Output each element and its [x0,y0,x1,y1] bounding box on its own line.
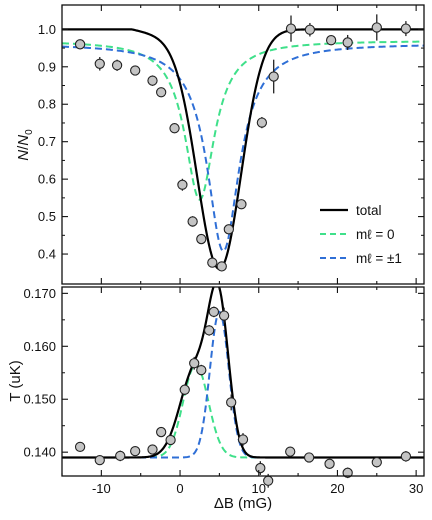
top-point-12 [223,224,234,235]
top-point-6 [169,123,180,134]
bottom-y-tick-label: 0.140 [23,445,56,460]
panel-top: 0.4 0.5 0.6 0.7 0.8 0.9 1.0 N/N0 total mℓ = 0 … [15,4,425,285]
top-y-tick-label: 1.0 [38,22,56,37]
bottom-point-21 [371,456,382,468]
top-point-8 [187,216,198,227]
top-y-tick-label: 0.7 [38,134,56,149]
bottom-point-18 [303,452,315,463]
bottom-point-15 [255,461,266,475]
top-point-15 [268,59,279,94]
top-ticks: 0.4 0.5 0.6 0.7 0.8 0.9 1.0 [38,5,424,284]
top-curve-m1 [62,44,424,253]
bottom-point-11 [208,306,220,318]
x-tick-label: 10 [252,481,266,496]
bottom-point-19 [324,458,335,469]
bottom-y-tick-label: 0.150 [23,392,56,407]
bottom-point-0 [74,441,86,453]
bottom-point-12 [218,307,230,324]
legend-label-m0: mℓ = 0 [356,227,395,242]
x-tick-label: -10 [92,481,111,496]
bottom-curve-total [62,287,424,459]
x-axis-label: ΔB (mG) [214,495,272,512]
top-point-16 [285,15,297,42]
legend: total mℓ = 0 mℓ = ±1 [320,203,402,266]
top-point-13 [236,199,247,210]
top-point-20 [371,14,382,41]
top-point-17 [304,22,316,37]
top-point-10 [207,257,218,268]
bottom-point-3 [130,445,141,457]
bottom-point-10 [204,325,215,336]
bottom-point-14 [237,433,249,446]
top-y-tick-label: 0.6 [38,172,56,187]
bottom-point-2 [115,450,126,462]
top-point-5 [156,87,167,98]
bottom-point-6 [165,434,176,446]
top-point-18 [325,35,337,46]
bottom-point-22 [400,451,412,462]
top-curve-total [62,28,424,271]
bottom-y-tick-label: 0.170 [23,286,56,301]
bottom-point-1 [94,454,105,466]
top-point-0 [74,39,86,50]
top-y-tick-label: 0.5 [38,209,56,224]
bottom-point-4 [147,444,158,455]
top-point-19 [342,34,353,50]
top-point-7 [177,178,188,191]
top-curves [62,28,424,271]
top-y-tick-label: 0.8 [38,97,56,112]
bottom-point-17 [285,446,296,457]
top-curve-m0 [62,40,424,201]
legend-label-m1: mℓ = ±1 [356,251,402,266]
bottom-data-points [74,306,412,488]
top-point-14 [256,116,268,129]
top-y-tick-label: 0.4 [38,247,56,262]
top-axes-frame [61,4,425,285]
bottom-point-9 [196,364,207,376]
top-y-axis-label: N/N0 [15,129,35,161]
top-point-9 [196,233,207,245]
x-tick-label: 0 [176,481,183,496]
top-point-1 [94,57,105,71]
top-data-points [74,14,412,272]
bottom-point-13 [226,394,237,411]
bottom-ticks: -10 0 10 20 30 0.140 0.150 0.160 0.170 [23,286,424,496]
top-point-2 [111,59,123,71]
x-tick-label: 20 [330,481,344,496]
bottom-axes-frame [61,286,425,477]
top-point-3 [130,65,141,76]
top-y-tick-label: 0.9 [38,59,56,74]
bottom-point-8 [189,356,200,370]
top-point-21 [400,21,412,37]
legend-label-total: total [356,203,382,218]
bottom-point-5 [156,426,167,438]
x-tick-label: 30 [409,481,423,496]
top-point-4 [147,75,158,86]
bottom-curves [62,287,424,459]
bottom-y-tick-label: 0.160 [23,339,56,354]
bottom-y-axis-label: T (uK) [7,360,24,401]
bottom-point-7 [179,384,190,395]
panel-bottom: -10 0 10 20 30 0.140 0.150 0.160 0.170 T (uK) ΔB… [7,286,425,512]
top-point-11 [216,261,227,272]
